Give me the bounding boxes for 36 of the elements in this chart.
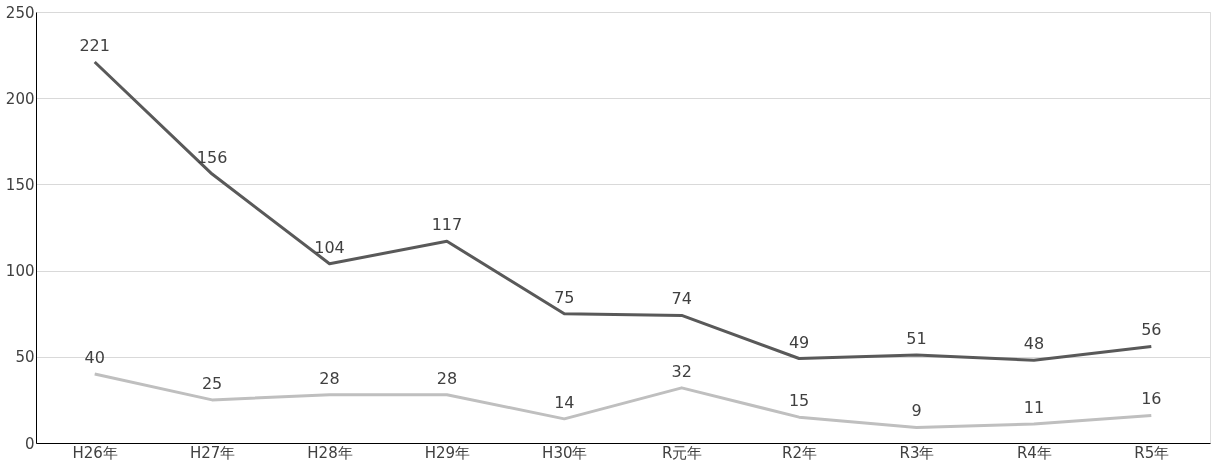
x-tick-label: H30年 (542, 443, 588, 462)
y-tick-label: 100 (5, 262, 35, 281)
x-tick-label: R5年 (1134, 443, 1170, 462)
x-tick-label: H29年 (424, 443, 471, 462)
data-label: 156 (196, 148, 228, 168)
data-label: 32 (671, 361, 692, 381)
data-label: 16 (1141, 389, 1162, 409)
data-label: 221 (79, 36, 110, 55)
data-label: 25 (201, 373, 223, 393)
y-tick-label: 50 (15, 348, 35, 367)
x-tick-label: R4年 (1016, 443, 1052, 462)
y-tick-label: 0 (24, 434, 35, 453)
x-tick-label: R2年 (782, 443, 818, 462)
data-label: 15 (788, 391, 810, 411)
data-label: 28 (319, 368, 340, 388)
x-tick-label: R元年 (661, 443, 703, 462)
data-label: 14 (554, 392, 575, 412)
y-tick-label: 200 (5, 89, 35, 108)
data-label: 49 (788, 332, 810, 352)
y-tick-label: 250 (5, 3, 35, 22)
y-tick-label: 150 (5, 175, 35, 194)
data-label: 56 (1141, 320, 1162, 340)
data-label: 28 (436, 368, 458, 388)
data-label: 74 (671, 289, 692, 309)
data-label: 75 (554, 287, 575, 307)
data-label: 104 (314, 237, 345, 257)
x-tick-label: H28年 (307, 443, 353, 462)
data-label: 11 (1023, 398, 1045, 418)
x-tick-label: H26年 (72, 443, 118, 462)
x-tick-label: H27年 (189, 443, 236, 462)
data-label: 9 (911, 401, 922, 421)
x-tick-label: R3年 (899, 443, 935, 462)
data-label: 48 (1023, 334, 1045, 354)
data-label: 40 (84, 348, 105, 368)
data-label: 51 (906, 329, 927, 349)
data-label: 117 (431, 215, 463, 235)
